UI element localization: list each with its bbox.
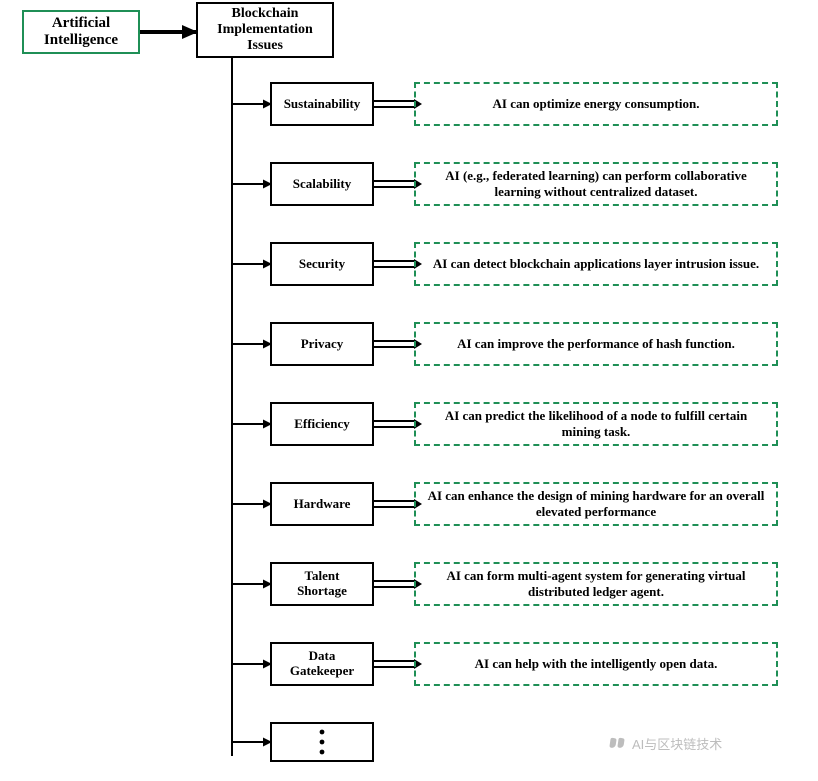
issue-box: Security bbox=[270, 242, 374, 286]
issue-box: Hardware bbox=[270, 482, 374, 526]
issue-box: Scalability bbox=[270, 162, 374, 206]
issue-box: TalentShortage bbox=[270, 562, 374, 606]
watermark: AI与区块链技术 bbox=[610, 734, 722, 753]
issue-box: Privacy bbox=[270, 322, 374, 366]
issue-description-box: AI can predict the likelihood of a node … bbox=[414, 402, 778, 446]
issue-description-box: AI can detect blockchain applications la… bbox=[414, 242, 778, 286]
ai-root-box: ArtificialIntelligence bbox=[22, 10, 140, 54]
issue-description-box: AI can optimize energy consumption. bbox=[414, 82, 778, 126]
watermark-icon bbox=[610, 736, 626, 752]
watermark-text: AI与区块链技术 bbox=[632, 734, 722, 753]
issue-box: Efficiency bbox=[270, 402, 374, 446]
issue-description-box: AI can help with the intelligently open … bbox=[414, 642, 778, 686]
issue-box: DataGatekeeper bbox=[270, 642, 374, 686]
vertical-ellipsis-icon bbox=[312, 727, 332, 757]
issue-description-box: AI can enhance the design of mining hard… bbox=[414, 482, 778, 526]
issue-description-box: AI can form multi-agent system for gener… bbox=[414, 562, 778, 606]
issue-description-box: AI can improve the performance of hash f… bbox=[414, 322, 778, 366]
issue-box: Sustainability bbox=[270, 82, 374, 126]
issue-description-box: AI (e.g., federated learning) can perfor… bbox=[414, 162, 778, 206]
blockchain-issues-root-box: BlockchainImplementationIssues bbox=[196, 2, 334, 58]
diagram-canvas: ArtificialIntelligence BlockchainImpleme… bbox=[0, 0, 818, 781]
ellipsis-box bbox=[270, 722, 374, 762]
